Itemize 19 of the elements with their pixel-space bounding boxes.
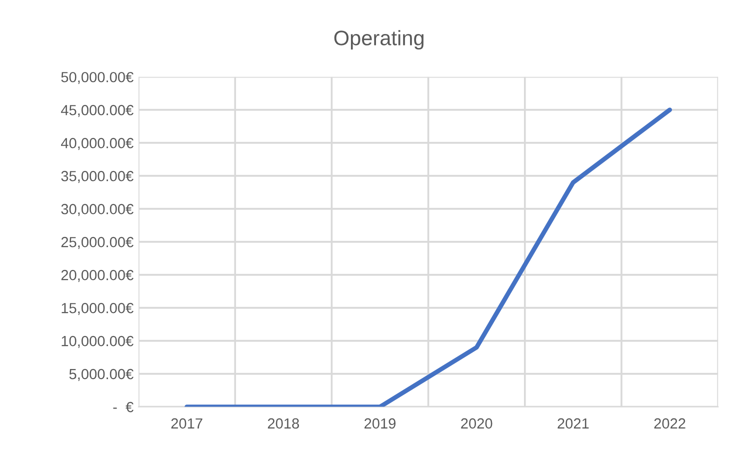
y-tick-label: 40,000.00€ (61, 138, 134, 150)
y-tick-label: 35,000.00€ (61, 170, 134, 183)
x-tick-label: 2020 (461, 418, 492, 429)
chart-title: Operating (334, 30, 424, 50)
y-tick-label: 30,000.00€ (61, 204, 134, 216)
y-tick-label: 5,000.00€ (69, 368, 134, 381)
x-tick-label: 2018 (268, 418, 299, 429)
line-series (184, 108, 672, 407)
y-tick-label: 15,000.00€ (62, 302, 134, 315)
y-tick-label: 50,000.00€ (61, 72, 134, 84)
y-tick-label: - € (113, 402, 134, 412)
y-tick-label: 45,000.00€ (61, 104, 134, 117)
x-tick-label: 2017 (171, 418, 202, 429)
y-tick-label: 20,000.00€ (61, 270, 134, 282)
x-tick-label: 2022 (654, 418, 686, 429)
y-tick-label: 10,000.00€ (62, 336, 134, 348)
y-tick-label: 25,000.00€ (61, 236, 134, 249)
x-tick-label: 2019 (364, 418, 396, 429)
x-tick-label: 2021 (558, 418, 589, 429)
